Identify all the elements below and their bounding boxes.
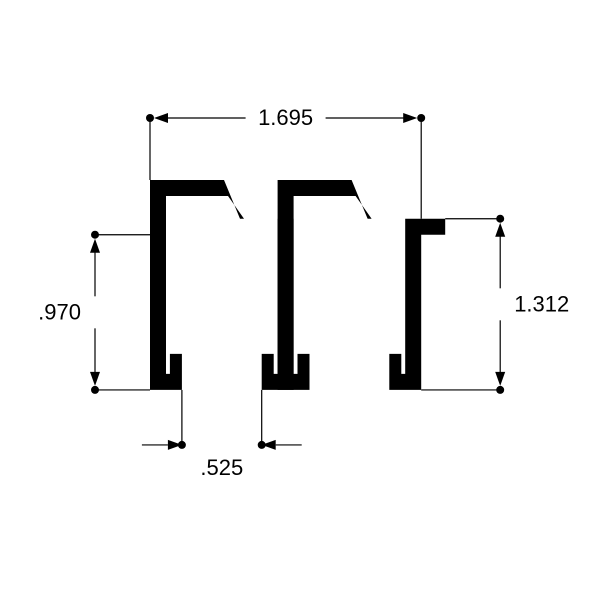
dim-left-dot-bot <box>91 386 99 394</box>
dim-top-width: 1.695 <box>258 105 313 130</box>
dim-bottom-gap: .525 <box>200 455 243 480</box>
dim-left-dot-top <box>91 231 99 239</box>
dim-top-dot-right <box>417 114 425 122</box>
dim-left-height: .970 <box>38 299 81 324</box>
dim-top-dot-left <box>146 114 154 122</box>
dim-right-dot-bot <box>496 386 504 394</box>
profile-left-channel <box>150 180 294 390</box>
profile-right-channel <box>278 180 446 390</box>
dim-right-dot-top <box>496 215 504 223</box>
dim-right-height: 1.312 <box>514 291 569 316</box>
